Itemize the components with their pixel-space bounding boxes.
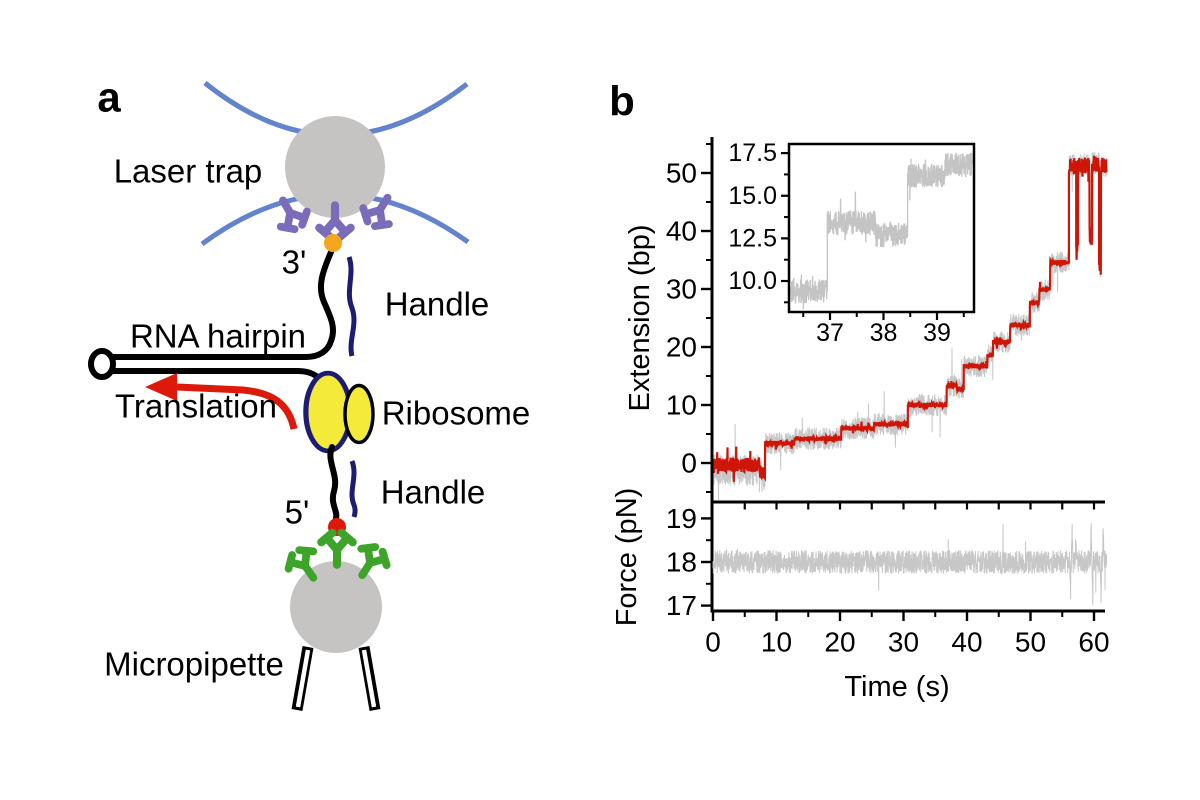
extension-axis-title: Extension (bp) (624, 225, 656, 412)
micropipette-label: Micropipette (104, 646, 284, 683)
tick-label: 50 (1015, 627, 1046, 658)
hairpin-loop (88, 348, 116, 380)
inset-frame (787, 142, 976, 314)
mrna-strand-lower (110, 368, 329, 390)
inset-chart: 37 38 39 10.0 12.5 15.0 17.5 (728, 139, 976, 347)
inset-trace (790, 152, 973, 310)
ribosome-label: Ribosome (382, 395, 531, 432)
pipette-bead (290, 561, 382, 653)
translation-arrow-head (145, 373, 177, 401)
tick-label: 15.0 (728, 182, 777, 210)
biotin-dot (324, 234, 342, 252)
time-axis-title: Time (s) (844, 671, 949, 703)
tick-label: 38 (870, 319, 898, 347)
three-prime-label: 3' (282, 244, 307, 281)
panel-a-diagram: a (88, 74, 531, 711)
translation-arrow-shaft (176, 383, 298, 430)
extension-chart: 0 10 20 30 40 50 (666, 137, 1108, 611)
trace-filtered (711, 155, 1108, 482)
force-trace (712, 523, 1108, 606)
tick-label: 50 (666, 158, 697, 189)
tick-label: 10.0 (728, 267, 777, 295)
tick-label: 12.5 (728, 224, 777, 252)
tick-label: 20 (824, 627, 855, 658)
five-prime-label: 5' (285, 494, 310, 531)
force-chart: 17 18 19 0 10 20 30 40 50 60 (666, 503, 1110, 658)
tick-label: 37 (816, 319, 844, 347)
tick-label: 40 (951, 627, 982, 658)
tick-label: 10 (761, 627, 792, 658)
tick-label: 39 (923, 319, 951, 347)
lower-handle-strand (349, 460, 358, 518)
mrna-strand-bottom (327, 444, 340, 521)
tick-label: 0 (681, 448, 697, 479)
ribosome-large-subunit (305, 372, 351, 452)
panel-a-label: a (97, 74, 121, 121)
tick-label: 30 (666, 274, 697, 305)
tick-label: 17.5 (728, 139, 777, 167)
rna-hairpin-label: RNA hairpin (130, 318, 306, 355)
panel-b-label: b (609, 78, 635, 125)
micropipette-leg-right-bore (361, 649, 377, 708)
tick-label: 10 (666, 390, 697, 421)
tick-label: 30 (888, 627, 919, 658)
tick-label: 20 (666, 332, 697, 363)
anchor-icon (321, 533, 353, 565)
ribosome-small-subunit (343, 383, 375, 445)
laser-trap-label: Laser trap (114, 153, 263, 190)
upper-handle-strand (346, 256, 357, 357)
tick-label: 60 (1078, 627, 1109, 658)
handle-top-label: Handle (385, 286, 490, 323)
tick-label: 19 (666, 503, 697, 534)
tick-label: 40 (666, 216, 697, 247)
tick-label: 17 (666, 590, 697, 621)
mrna-strand-upper (110, 249, 336, 360)
trap-bead (285, 116, 385, 218)
tick-label: 0 (705, 627, 721, 658)
tick-label: 18 (666, 547, 697, 578)
force-axis-title: Force (pN) (611, 488, 643, 627)
handle-bottom-label: Handle (381, 474, 486, 511)
micropipette-leg-left-bore (295, 649, 311, 708)
translation-label: Translation (115, 388, 277, 425)
